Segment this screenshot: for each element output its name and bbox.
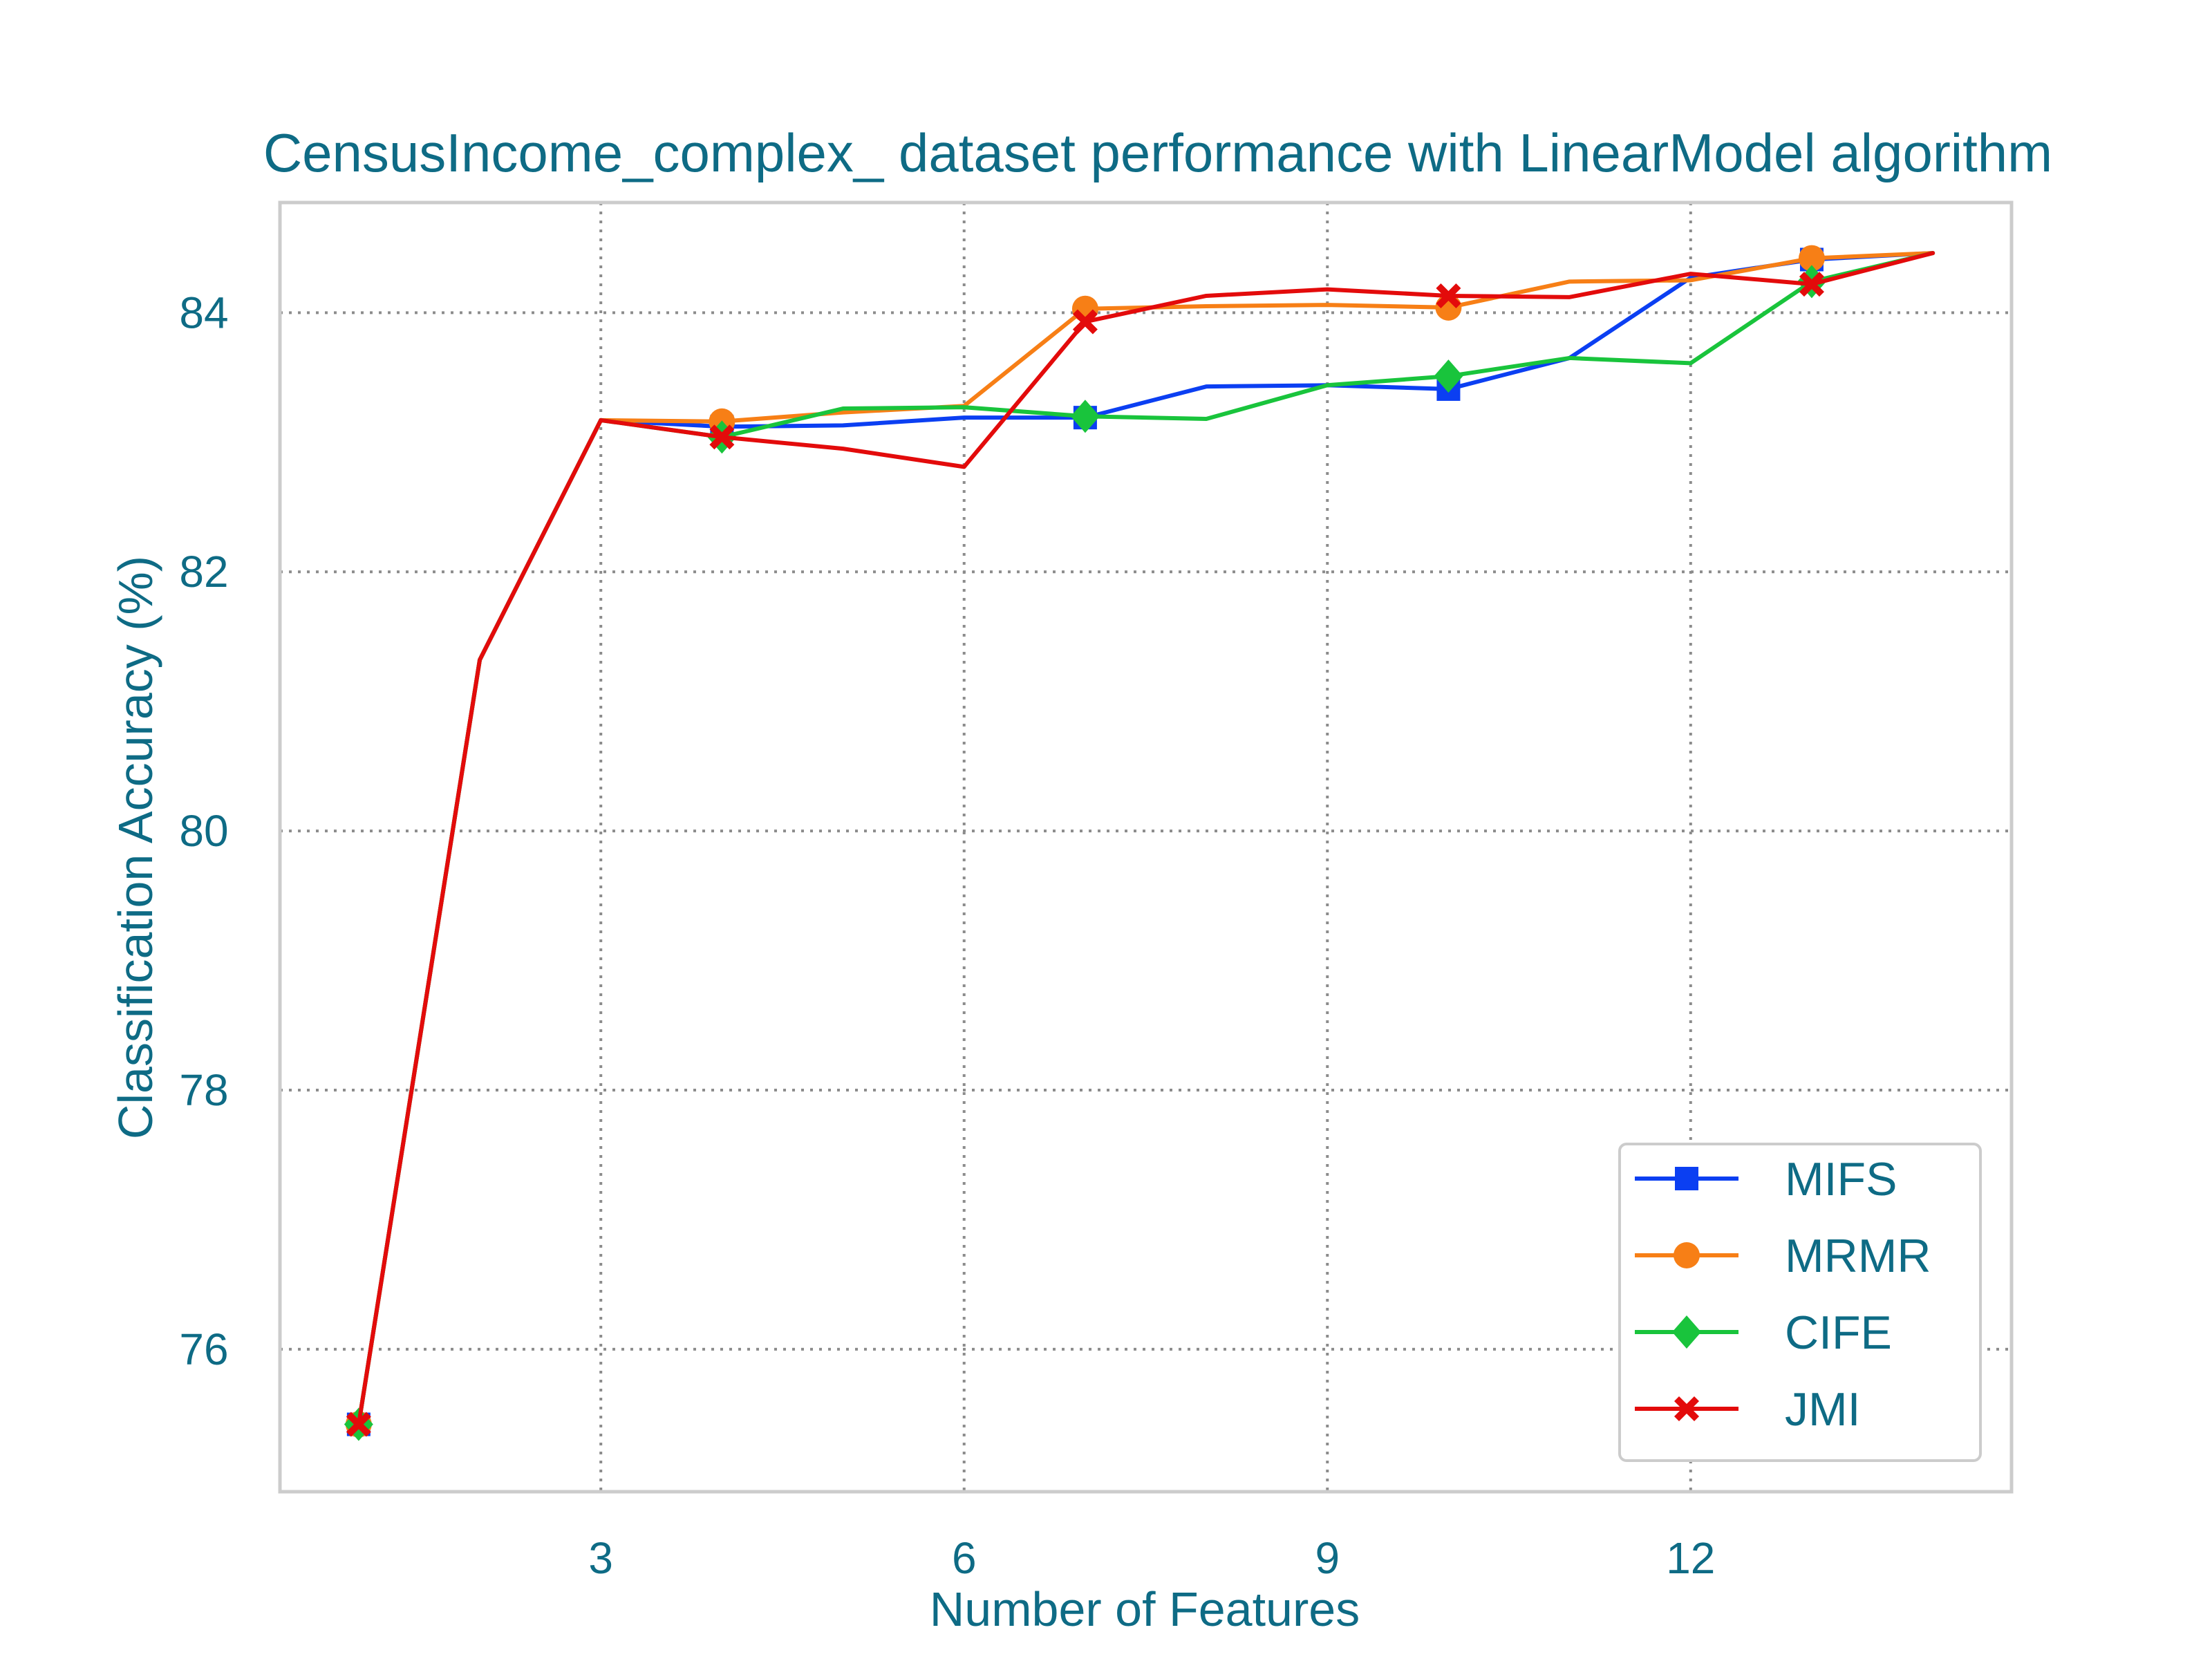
data-point-jmi — [1072, 309, 1098, 335]
y-tick-label: 76 — [179, 1324, 228, 1374]
legend-marker-jmi — [1674, 1396, 1699, 1421]
y-tick-label: 84 — [179, 288, 228, 337]
legend-box — [1618, 1143, 1982, 1462]
legend-item-jmi: JMI — [1635, 1383, 1861, 1436]
data-point-jmi — [709, 424, 735, 450]
legend-marker-mrmr — [1674, 1242, 1700, 1268]
tick-labels: 3 6 9 12 76 78 80 82 84 — [179, 288, 1715, 1583]
legend: MIFS MRMR CIFE JMI — [1618, 1143, 1982, 1462]
y-tick-label: 78 — [179, 1065, 228, 1115]
data-point-jmi — [346, 1412, 371, 1437]
data-point-cife — [1070, 400, 1100, 433]
x-tick-label: 3 — [588, 1533, 613, 1583]
chart-title: CensusIncome_complex_ dataset performanc… — [263, 122, 2052, 183]
legend-label-jmi: JMI — [1785, 1383, 1861, 1436]
x-tick-label: 12 — [1666, 1533, 1715, 1583]
x-axis-label: Number of Features — [930, 1582, 1360, 1636]
legend-label-mifs: MIFS — [1785, 1153, 1897, 1206]
grid — [280, 203, 2012, 1492]
x-tick-label: 9 — [1315, 1533, 1340, 1583]
legend-marker-cife — [1672, 1315, 1701, 1349]
data-point-jmi — [1799, 272, 1824, 297]
legend-label-mrmr: MRMR — [1785, 1230, 1931, 1282]
data-point-jmi — [1436, 283, 1461, 308]
y-tick-label: 82 — [179, 547, 228, 597]
series-group — [344, 245, 1936, 1441]
y-tick-label: 80 — [179, 806, 228, 856]
series-line-jmi — [356, 251, 1936, 1427]
legend-marker-mifs — [1675, 1167, 1698, 1190]
legend-item-mrmr: MRMR — [1635, 1230, 1931, 1282]
legend-label-cife: CIFE — [1785, 1306, 1892, 1359]
legend-item-mifs: MIFS — [1635, 1153, 1897, 1206]
y-axis-label: Classification Accuracy (%) — [109, 556, 162, 1139]
data-point-cife — [1434, 359, 1463, 393]
plot-frame — [278, 200, 2014, 1494]
data-point-mrmr — [1798, 245, 1825, 272]
series-jmi — [346, 251, 1936, 1437]
legend-item-cife: CIFE — [1635, 1306, 1892, 1359]
x-tick-label: 6 — [952, 1533, 977, 1583]
